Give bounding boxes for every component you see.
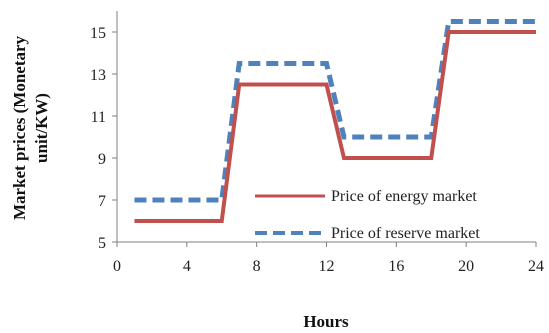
axis-titles: Hours Market prices (Monetary unit/KW) [10, 35, 349, 331]
y-axis-title: Market prices (Monetary unit/KW) [10, 35, 51, 220]
x-ticks: 0 4 8 12 16 20 24 [113, 242, 544, 275]
y-tick-label: 9 [98, 151, 106, 168]
legend-label-1: Price of reserve market [331, 225, 480, 242]
y-axis-title-line: unit/KW) [32, 93, 51, 163]
y-ticks: 5 7 9 11 13 15 [90, 25, 117, 252]
legend-label-0: Price of energy market [331, 188, 477, 205]
y-tick-label: 5 [98, 235, 106, 252]
y-axis-title-line: Market prices (Monetary [10, 35, 29, 220]
x-tick-label: 24 [528, 258, 544, 275]
series-line-0 [134, 30, 536, 223]
x-axis-title: Hours [303, 312, 349, 331]
x-tick-label: 4 [183, 258, 191, 275]
x-tick-label: 16 [388, 258, 404, 275]
axes [116, 11, 536, 243]
x-tick-label: 12 [319, 258, 335, 275]
x-tick-label: 8 [253, 258, 261, 275]
x-tick-label: 0 [113, 258, 121, 275]
y-tick-label: 7 [98, 193, 106, 210]
y-tick-label: 11 [91, 109, 106, 126]
x-tick-label: 20 [458, 258, 474, 275]
y-tick-label: 15 [90, 25, 106, 42]
series-layer [134, 19, 537, 223]
series-line-1 [134, 19, 536, 203]
y-tick-label: 13 [90, 67, 106, 84]
legend: Price of energy market Price of reserve m… [255, 188, 480, 242]
